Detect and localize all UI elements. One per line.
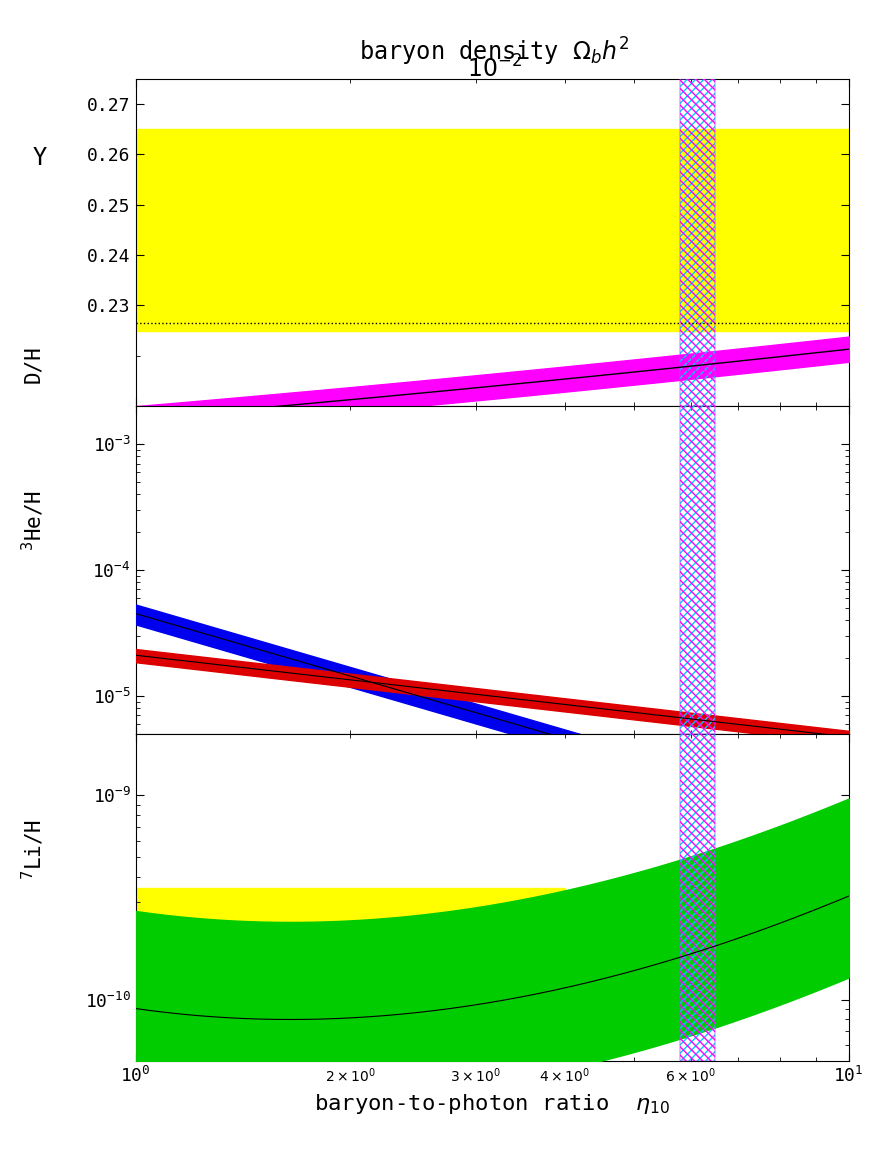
Text: $^7$Li/H: $^7$Li/H	[20, 820, 46, 880]
Text: $^3$He/H: $^3$He/H	[20, 490, 46, 550]
Text: D/H: D/H	[24, 346, 43, 383]
Text: baryon density $\Omega_b h^2$: baryon density $\Omega_b h^2$	[359, 36, 630, 68]
X-axis label: baryon-to-photon ratio  $\eta_{10}$: baryon-to-photon ratio $\eta_{10}$	[314, 1091, 670, 1116]
Text: $10^{-2}$: $10^{-2}$	[467, 55, 522, 83]
Text: Y: Y	[32, 147, 46, 170]
